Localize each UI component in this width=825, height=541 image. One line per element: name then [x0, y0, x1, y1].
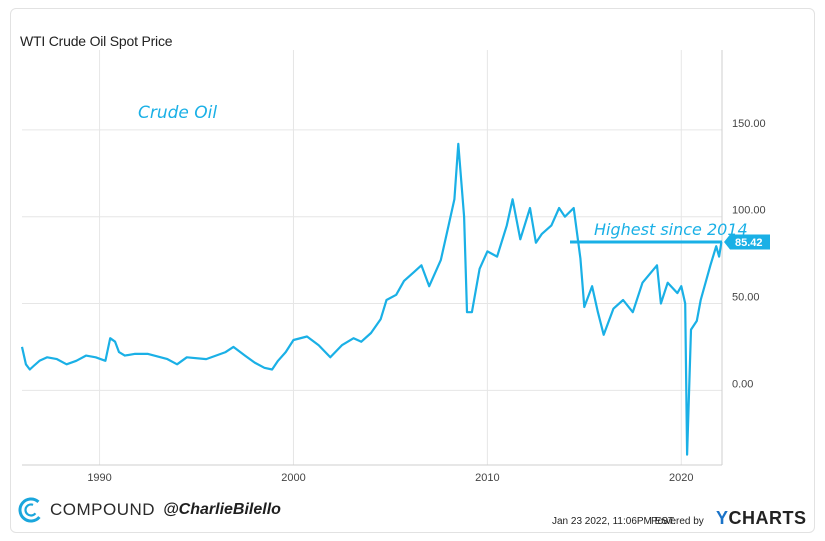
series-annotation: Crude Oil [138, 103, 217, 123]
ycharts-logo[interactable]: YCHARTS [716, 508, 807, 529]
compound-logo-icon [18, 497, 44, 523]
badge-text: 85.42 [735, 237, 763, 249]
ycharts-logo-text: CHARTS [728, 508, 807, 528]
y-tick-label: 150.00 [732, 118, 766, 130]
x-tick-label: 2010 [475, 472, 499, 484]
y-tick-label: 50.00 [732, 292, 760, 304]
highest-annotation: Highest since 2014 [594, 220, 748, 239]
x-tick-label: 2020 [669, 472, 693, 484]
y-tick-label: 0.00 [732, 378, 753, 390]
timestamp: Jan 23 2022, 11:06PM EST. [552, 516, 676, 527]
ycharts-logo-y: Y [716, 508, 729, 528]
last-value-badge: 85.42 [724, 234, 770, 250]
series-line [20, 142, 723, 456]
badge-shape [724, 234, 770, 250]
grid-lines [22, 50, 723, 466]
powered-by-label: Powered by [651, 516, 704, 527]
chart-frame [10, 8, 815, 533]
x-tick-label: 2000 [281, 472, 305, 484]
x-tick-labels: 1990 2000 2010 2020 [87, 472, 693, 484]
x-tick-label: 1990 [87, 472, 111, 484]
twitter-handle: @CharlieBilello [163, 501, 281, 518]
y-tick-labels: 0.00 50.00 100.00 150.00 [732, 118, 766, 390]
y-tick-label: 100.00 [732, 205, 766, 217]
compound-brand[interactable]: COMPOUND @CharlieBilello [18, 497, 281, 523]
compound-wordmark: COMPOUND [50, 500, 156, 519]
chart-title: WTI Crude Oil Spot Price [20, 33, 173, 49]
